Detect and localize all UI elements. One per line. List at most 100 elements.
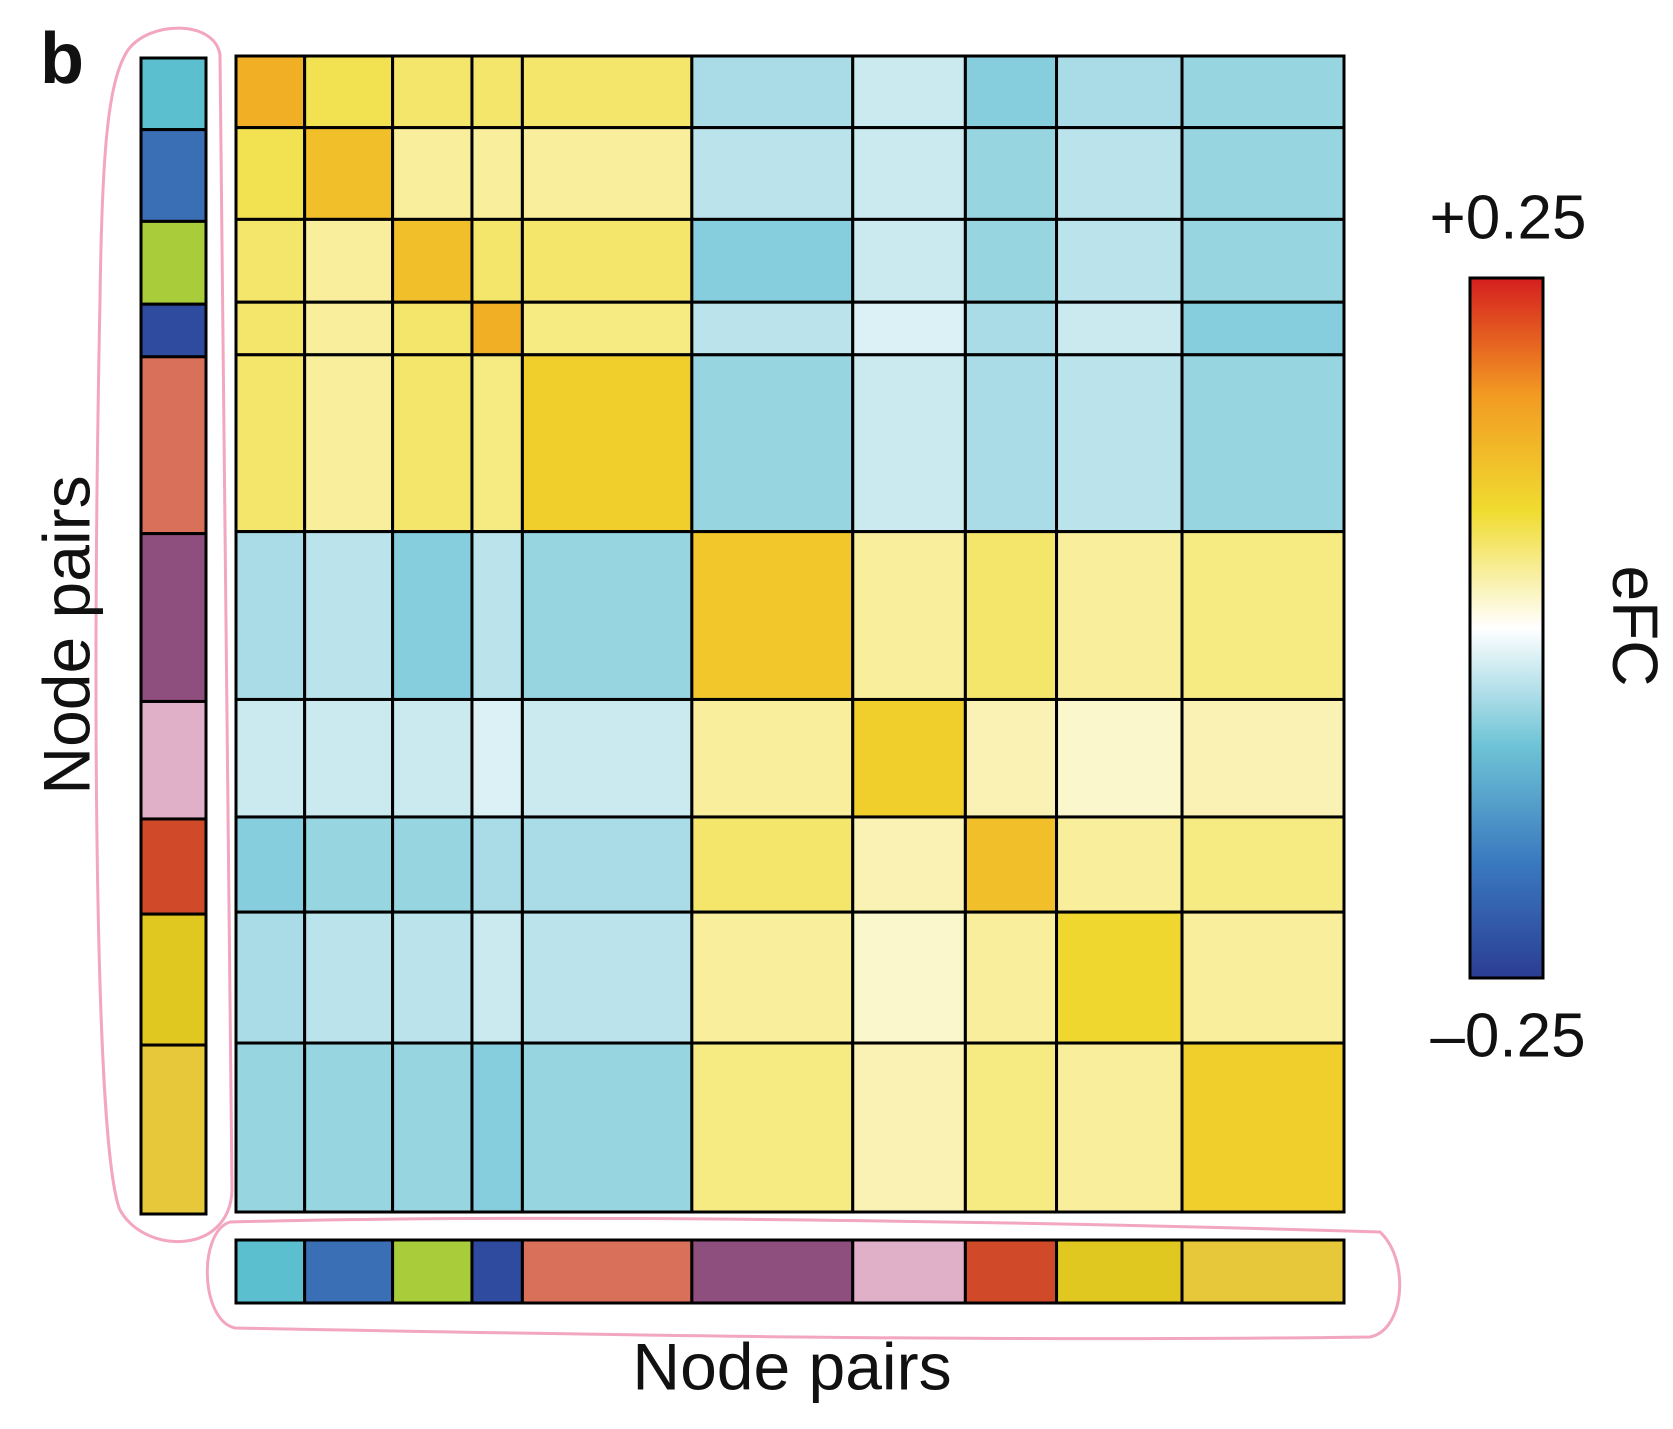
heatmap-cell (1055, 697, 1184, 819)
heatmap-cell (1180, 910, 1346, 1045)
colorbar-tick-label: +0.25 (1430, 183, 1587, 252)
heatmap-cell (303, 815, 395, 914)
heatmap-cell (1180, 697, 1346, 819)
heatmap-cell (303, 126, 395, 221)
heatmap-cell (851, 530, 967, 701)
group-strip-left (139, 1043, 208, 1216)
group-strip-left (139, 532, 208, 703)
heatmap-cell (520, 300, 694, 357)
heatmap-cell (391, 54, 474, 130)
group-strip-left (139, 817, 208, 916)
heatmap-cell (234, 300, 307, 357)
heatmap-cell (234, 530, 307, 701)
heatmap-cell (303, 910, 395, 1045)
heatmap-cell (963, 697, 1059, 819)
heatmap-cell (1180, 353, 1346, 534)
group-strip-left (139, 56, 208, 132)
heatmap-cell (963, 217, 1059, 304)
heatmap-cell (963, 126, 1059, 221)
heatmap-cell (234, 697, 307, 819)
heatmap-cell (391, 815, 474, 914)
heatmap-cell (851, 217, 967, 304)
colorbar-label: eFC (1599, 566, 1671, 687)
heatmap-cell (520, 697, 694, 819)
heatmap-cell (851, 697, 967, 819)
heatmap-cell (851, 300, 967, 357)
heatmap-cell (690, 910, 855, 1045)
highlight-outline (94, 26, 234, 1244)
heatmap-cell (690, 300, 855, 357)
heatmap-cell (234, 217, 307, 304)
heatmap-cell (963, 300, 1059, 357)
heatmap-cell (690, 697, 855, 819)
heatmap-cell (1055, 54, 1184, 130)
heatmap-cell (851, 54, 967, 130)
heatmap-cell (391, 300, 474, 357)
heatmap-cell (470, 126, 524, 221)
heatmap-cell (391, 530, 474, 701)
heatmap-cell (303, 300, 395, 357)
heatmap-cell (690, 217, 855, 304)
heatmap-cell (391, 697, 474, 819)
heatmap-cell (520, 126, 694, 221)
heatmap-cell (234, 815, 307, 914)
heatmap-cell (391, 353, 474, 534)
heatmap-cell (391, 910, 474, 1045)
heatmap-cell (1180, 1041, 1346, 1214)
heatmap-cell (690, 126, 855, 221)
heatmap-cell (303, 1041, 395, 1214)
heatmap-cell (470, 530, 524, 701)
heatmap-cell (690, 54, 855, 130)
group-strip-left (139, 699, 208, 821)
heatmap-cell (963, 530, 1059, 701)
heatmap-cell (1180, 217, 1346, 304)
heatmap-cell (1055, 530, 1184, 701)
group-strip-bottom (690, 1238, 855, 1305)
heatmap-cell (391, 1041, 474, 1214)
heatmap-cell (520, 815, 694, 914)
group-strip-bottom (1180, 1238, 1346, 1305)
heatmap-cell (1180, 815, 1346, 914)
heatmap-cell (1180, 54, 1346, 130)
heatmap-cell (851, 1041, 967, 1214)
heatmap-cell (690, 1041, 855, 1214)
heatmap-cell (1055, 910, 1184, 1045)
highlight-outline (205, 1216, 1402, 1341)
heatmap-cell (1180, 126, 1346, 221)
panel-label: b (40, 19, 84, 99)
heatmap-cell (851, 815, 967, 914)
heatmap-cell (1180, 300, 1346, 357)
group-strip-bottom (851, 1238, 967, 1305)
x-axis-label: Node pairs (632, 1329, 951, 1403)
group-strip-bottom (303, 1238, 395, 1305)
heatmap-cell (234, 353, 307, 534)
heatmap-cell (303, 54, 395, 130)
colorbar (1468, 276, 1545, 980)
heatmap-cell (520, 217, 694, 304)
group-strip-left (139, 912, 208, 1047)
heatmap-cell (1055, 126, 1184, 221)
heatmap-cell (234, 1041, 307, 1214)
group-strip-bottom (470, 1238, 524, 1305)
group-strip-left (139, 219, 208, 306)
heatmap-cell (520, 910, 694, 1045)
heatmap-cell (470, 300, 524, 357)
heatmap-cell (963, 1041, 1059, 1214)
group-strip-left (139, 355, 208, 536)
heatmap-cell (963, 815, 1059, 914)
heatmap-cell (303, 530, 395, 701)
group-strip-bottom (963, 1238, 1059, 1305)
heatmap-cell (470, 217, 524, 304)
heatmap-cell (1055, 300, 1184, 357)
heatmap-cell (1055, 353, 1184, 534)
group-strip-bottom (391, 1238, 474, 1305)
heatmap-cell (470, 910, 524, 1045)
heatmap-cell (470, 1041, 524, 1214)
heatmap-cell (520, 353, 694, 534)
group-strip-bottom (1055, 1238, 1184, 1305)
heatmap-cell (851, 353, 967, 534)
heatmap-cell (470, 815, 524, 914)
heatmap-cell (470, 697, 524, 819)
heatmap-cell (690, 530, 855, 701)
